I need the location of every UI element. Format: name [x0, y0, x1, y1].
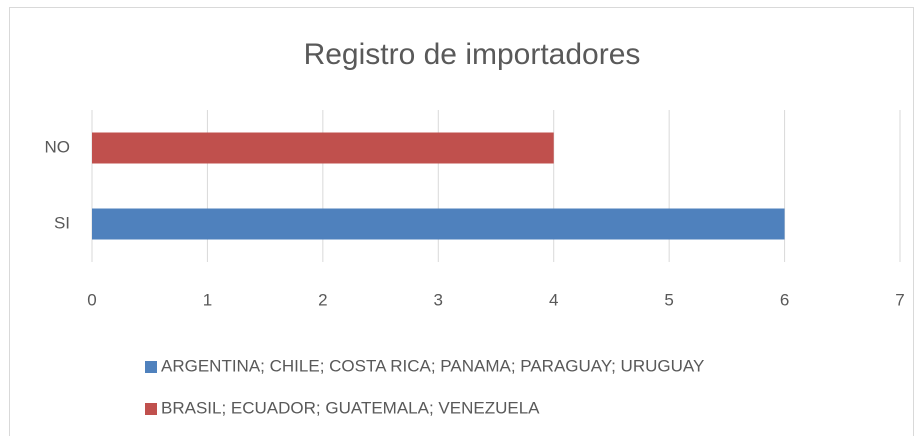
y-tick-label: NO — [45, 137, 71, 156]
x-tick-label: 3 — [434, 290, 443, 309]
legend-label: ARGENTINA; CHILE; COSTA RICA; PANAMA; PA… — [161, 356, 704, 375]
x-tick-label: 0 — [87, 290, 96, 309]
legend-swatch — [145, 361, 157, 373]
x-tick-label: 6 — [780, 290, 789, 309]
legend-label: BRASIL; ECUADOR; GUATEMALA; VENEZUELA — [161, 398, 540, 417]
legend-swatch — [145, 403, 157, 415]
x-tick-label: 1 — [203, 290, 212, 309]
x-tick-label: 7 — [895, 290, 904, 309]
bar — [92, 132, 554, 164]
x-tick-label: 4 — [549, 290, 558, 309]
x-tick-label: 5 — [664, 290, 673, 309]
x-tick-label: 2 — [318, 290, 327, 309]
bar — [92, 208, 785, 240]
chart-title: Registro de importadores — [304, 38, 641, 71]
y-tick-label: SI — [54, 213, 70, 232]
